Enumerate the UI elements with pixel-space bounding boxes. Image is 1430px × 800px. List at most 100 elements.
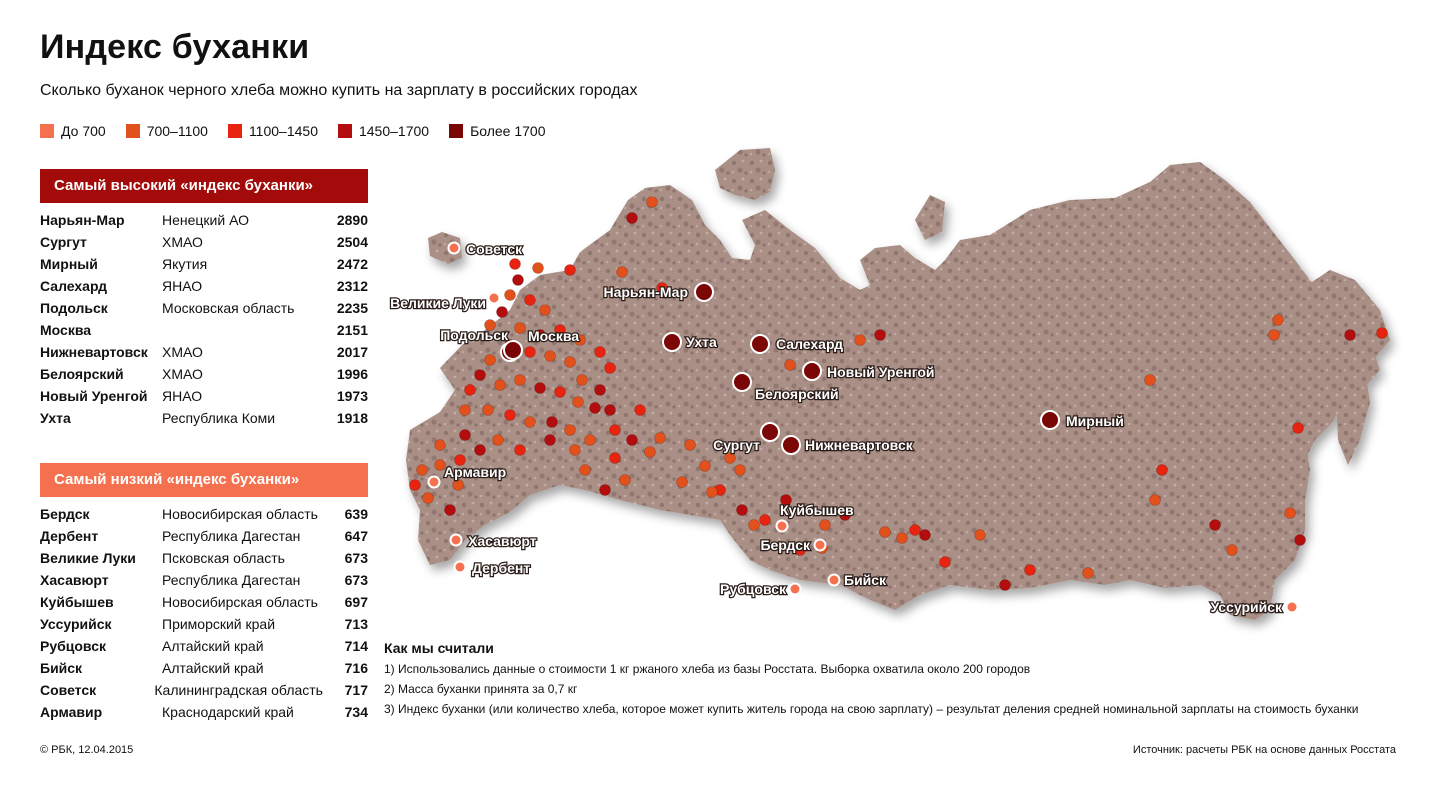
- labeled-city: Сургут: [712, 422, 780, 454]
- region-name: Республика Дагестан: [162, 572, 301, 588]
- index-value: 2151: [336, 322, 368, 338]
- labeled-city: Советск: [447, 240, 524, 258]
- kaliningrad: [428, 232, 462, 264]
- city-name: Ухта: [40, 410, 71, 426]
- index-value: 2472: [336, 256, 368, 272]
- city-dot: [974, 529, 986, 541]
- table-row: Великие Луки Псковская область 673: [40, 547, 368, 569]
- city-dot: [909, 524, 921, 536]
- city-dot: [879, 526, 891, 538]
- table-row: Новый Уренгой ЯНАО 1973: [40, 385, 368, 407]
- labeled-city: Рубцовск: [719, 580, 802, 598]
- page-title: Индекс буханки: [40, 28, 310, 66]
- city-dot: [759, 514, 771, 526]
- russia-map: Советск Великие Луки Нарьян-Мар Подольск Мос…: [370, 140, 1430, 660]
- table-row: Куйбышев Новосибирская область 697: [40, 591, 368, 613]
- city-dot: [544, 434, 556, 446]
- table-row: Бердск Новосибирская область 639: [40, 503, 368, 525]
- labeled-city: Нарьян-Мар: [602, 282, 714, 302]
- city-dot: [604, 404, 616, 416]
- city-dot: [656, 282, 668, 294]
- city-dot: [919, 529, 931, 541]
- labeled-city: Новый Уренгой: [802, 361, 936, 381]
- city-dot: [616, 266, 628, 278]
- city-marker: [487, 291, 501, 305]
- city-dot: [874, 329, 886, 341]
- city-dot: [579, 464, 591, 476]
- city-dot: [584, 434, 596, 446]
- city-dot: [474, 369, 486, 381]
- index-value: 2235: [336, 300, 368, 316]
- city-marker: [1285, 600, 1299, 614]
- city-marker: [760, 422, 780, 442]
- city-dot: [706, 486, 718, 498]
- region-name: Республика Дагестан: [162, 528, 301, 544]
- chukotka: [1300, 270, 1390, 358]
- region-name: Краснодарский край: [162, 704, 294, 720]
- index-value: 647: [344, 528, 368, 544]
- legend-label: До 700: [61, 123, 106, 139]
- table-row: Салехард ЯНАО 2312: [40, 275, 368, 297]
- city-name: Великие Луки: [40, 550, 136, 566]
- labeled-city: Куйбышев: [775, 501, 855, 533]
- city-dot: [484, 354, 496, 366]
- region-name: Приморский край: [162, 616, 276, 632]
- city-dot: [409, 479, 421, 491]
- legend-swatch: [227, 124, 242, 138]
- table-row: Ухта Республика Коми 1918: [40, 407, 368, 429]
- legend-item: Более 1700: [449, 123, 546, 139]
- city-dot: [1082, 567, 1094, 579]
- city-dot: [464, 384, 476, 396]
- city-dot: [554, 386, 566, 398]
- city-dot: [574, 334, 586, 346]
- city-dot: [1226, 544, 1238, 556]
- city-dot: [524, 416, 536, 428]
- table-row: Хасавюрт Республика Дагестан 673: [40, 569, 368, 591]
- city-dot: [896, 532, 908, 544]
- labeled-city: Белоярский: [732, 372, 840, 403]
- city-dot: [626, 434, 638, 446]
- lowest-rows: Бердск Новосибирская область 639 Дербент Рес…: [40, 503, 368, 723]
- index-value: 673: [344, 572, 368, 588]
- city-dot: [459, 429, 471, 441]
- index-value: 639: [344, 506, 368, 522]
- legend-label: 700–1100: [146, 123, 208, 139]
- city-dot: [1272, 314, 1284, 326]
- city-marker: [732, 372, 752, 392]
- table-row: Сургут ХМАО 2504: [40, 231, 368, 253]
- table-row: Белоярский ХМАО 1996: [40, 363, 368, 385]
- city-dot: [452, 479, 464, 491]
- methodology-title: Как мы считали: [384, 640, 494, 656]
- index-value: 2890: [336, 212, 368, 228]
- city-dot: [699, 460, 711, 472]
- table-row: Рубцовск Алтайский край 714: [40, 635, 368, 657]
- region-name: Московская область: [162, 300, 295, 316]
- city-label: Нарьян-Мар: [603, 284, 688, 300]
- city-label: Салехард: [776, 336, 843, 352]
- city-dot: [504, 409, 516, 421]
- city-dot: [819, 519, 831, 531]
- city-dot: [594, 346, 606, 358]
- city-dot: [534, 329, 546, 341]
- city-dot: [494, 379, 506, 391]
- region-name: Калининградская область: [154, 682, 323, 698]
- city-dot: [444, 504, 456, 516]
- city-label: Ухта: [686, 334, 717, 350]
- table-row: Москва 2151: [40, 319, 368, 341]
- table-row: Армавир Краснодарский край 734: [40, 701, 368, 723]
- map-canvas: Советск Великие Луки Нарьян-Мар Подольск Мос…: [389, 148, 1390, 620]
- methodology-note: 2) Масса буханки принята за 0,7 кг: [384, 682, 578, 696]
- city-dot: [999, 579, 1011, 591]
- index-value: 2312: [336, 278, 368, 294]
- city-dot: [1209, 519, 1221, 531]
- region-name: ЯНАО: [162, 278, 203, 294]
- city-dot: [1268, 329, 1280, 341]
- city-name: Рубцовск: [40, 638, 106, 654]
- legend-label: 1450–1700: [358, 123, 430, 139]
- city-marker: [788, 582, 802, 596]
- city-marker: [447, 241, 461, 255]
- city-marker: [813, 538, 827, 552]
- index-value: 697: [344, 594, 368, 610]
- kamchatka: [1336, 365, 1370, 465]
- labeled-city: Дербент: [453, 559, 532, 577]
